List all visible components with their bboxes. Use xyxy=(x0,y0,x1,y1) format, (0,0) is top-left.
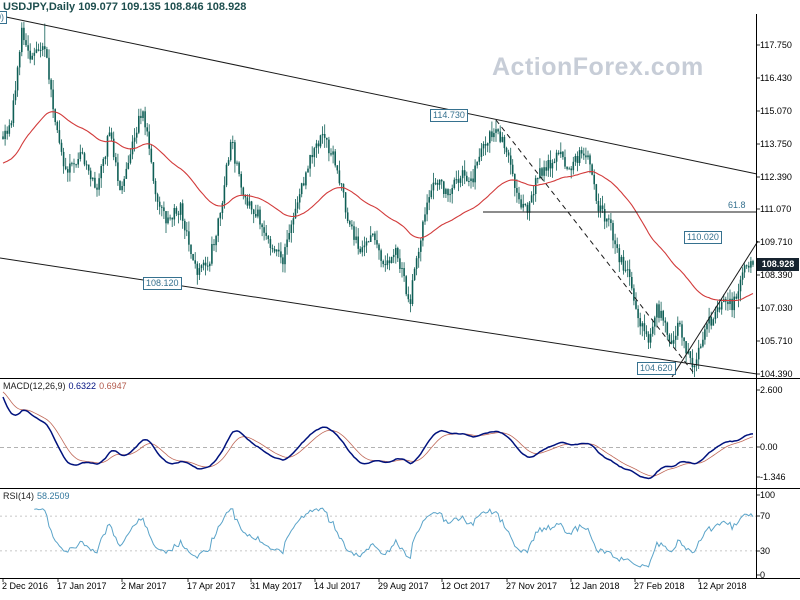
macd-label: MACD(12,26,9) 0.6322 0.6947 xyxy=(3,381,127,392)
rsi-value: 58.2509 xyxy=(37,491,70,501)
rsi-name: RSI(14) xyxy=(3,491,35,501)
chart-title-ohlc: USDJPY,Daily 109.077 109.135 108.846 108… xyxy=(3,1,247,13)
macd-name: MACD(12,26,9) xyxy=(3,381,66,391)
macd-value-signal: 0.6947 xyxy=(99,381,127,391)
rsi-label: RSI(14) 58.2509 xyxy=(3,491,70,502)
actionforex-watermark: ActionForex.com xyxy=(492,53,704,81)
macd-value-main: 0.6322 xyxy=(68,381,97,391)
